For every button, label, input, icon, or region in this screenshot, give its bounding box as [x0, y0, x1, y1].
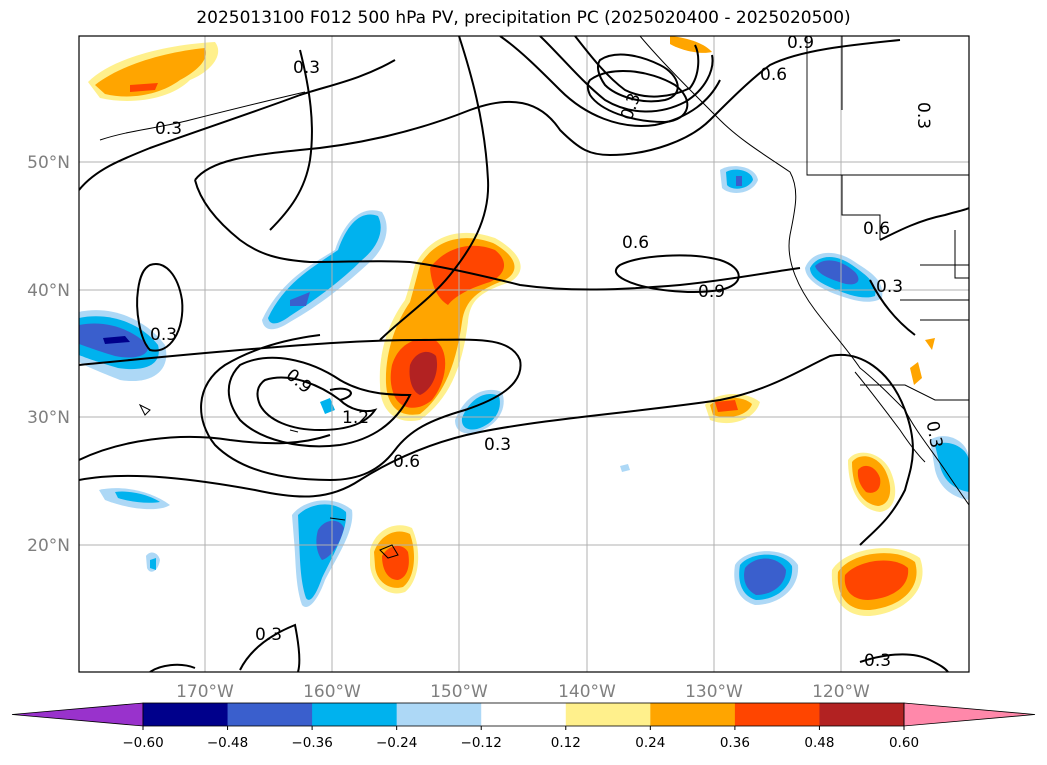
contour-label: 0.3: [922, 420, 946, 450]
lon-label: 150°W: [430, 682, 488, 702]
contour-label: 0.3: [876, 277, 903, 297]
colorbar-segment: [650, 703, 736, 726]
colorbar-segment: [396, 703, 482, 726]
contour-label: 0.3: [255, 625, 282, 645]
contour-label: 0.3: [913, 102, 933, 129]
colorbar-segment: [819, 703, 905, 726]
contour-label: 0.6: [622, 233, 649, 253]
contour-label: 0.6: [863, 219, 890, 239]
precip-shading: [79, 36, 969, 617]
colorbar-segment: [565, 703, 651, 726]
pv-contours: [79, 36, 969, 672]
colorbar-segment: [312, 703, 398, 726]
colorbar-extend-high: [903, 702, 1036, 727]
colorbar-label: −0.12: [461, 735, 502, 751]
colorbar-segment: [143, 703, 229, 726]
contour-labels: 0.3 0.3 0.3 0.3 0.3 0.3 0.3 0.3 0.6 0.6 …: [150, 33, 946, 671]
lon-label: 120°W: [812, 682, 870, 702]
colorbar-label: 0.12: [551, 735, 581, 751]
colorbar-extend-low: [11, 702, 144, 727]
coastlines: [99, 36, 969, 559]
lat-label: 30°N: [27, 408, 70, 428]
colorbar-segment: [227, 703, 313, 726]
map-frame: [78, 35, 970, 673]
colorbar-label: −0.60: [122, 735, 163, 751]
contour-label: 0.6: [393, 452, 420, 472]
lat-label: 20°N: [27, 536, 70, 556]
contour-label: 0.3: [864, 651, 891, 671]
colorbar-label: 0.24: [635, 735, 665, 751]
colorbar-segment: [481, 703, 567, 726]
contour-label: 0.3: [293, 58, 320, 78]
contour-label: 0.3: [150, 325, 177, 345]
map-panel: [79, 36, 969, 672]
colorbar-segment: [734, 703, 820, 726]
colorbar-label: 0.60: [889, 735, 919, 751]
colorbar: −0.60 −0.48 −0.36 −0.24 −0.12 0.12 0.24 0.36 0.4…: [11, 702, 1036, 751]
lat-label: 40°N: [27, 281, 70, 301]
colorbar-label: 0.36: [720, 735, 750, 751]
colorbar-label: −0.36: [291, 735, 332, 751]
lon-label: 140°W: [558, 682, 616, 702]
colorbar-frame: [142, 702, 905, 727]
contour-label: 0.6: [760, 65, 787, 85]
contour-label: 0.3: [155, 119, 182, 139]
colorbar-label: −0.24: [376, 735, 417, 751]
colorbar-label: 0.48: [804, 735, 834, 751]
contour-label: 0.9: [698, 282, 725, 302]
lat-label: 50°N: [27, 153, 70, 173]
lat-tick-labels: 50°N 40°N 30°N 20°N: [27, 153, 70, 556]
contour-label: 0.3: [484, 435, 511, 455]
lon-label: 160°W: [303, 682, 361, 702]
colorbar-label: −0.48: [207, 735, 248, 751]
contour-label: 1.2: [342, 408, 369, 428]
lon-label: 130°W: [685, 682, 743, 702]
map-title: 2025013100 F012 500 hPa PV, precipitatio…: [196, 8, 851, 28]
lon-tick-labels: 170°W 160°W 150°W 140°W 130°W 120°W: [176, 682, 870, 702]
lon-label: 170°W: [176, 682, 234, 702]
contour-label: 0.9: [787, 33, 814, 53]
